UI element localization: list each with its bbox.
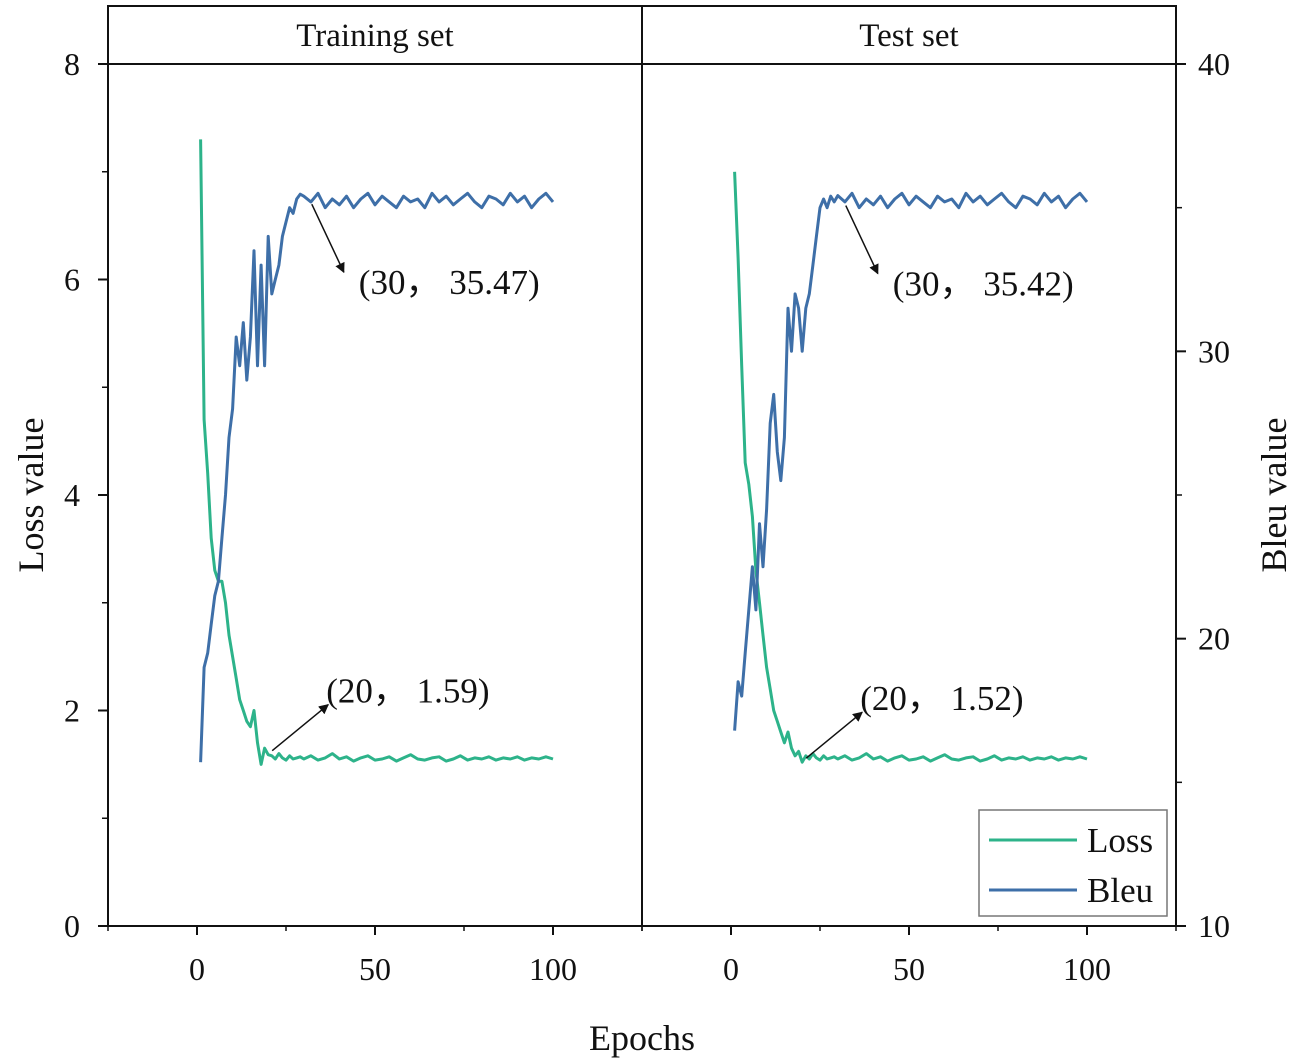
x-tick-label: 50 [893, 951, 925, 987]
right-y-tick-label: 10 [1198, 908, 1230, 944]
right-y-axis-title: Bleu value [1254, 418, 1294, 573]
left-y-tick-label: 0 [64, 908, 80, 944]
annotation-arrow [845, 205, 879, 275]
loss-series-line [199, 139, 554, 766]
panel-title: Training set [296, 18, 453, 54]
annotation-label: (20， 1.59) [326, 672, 489, 711]
right-y-tick-label: 30 [1198, 333, 1230, 369]
legend-label-bleu: Bleu [1087, 871, 1153, 910]
x-tick-label: 50 [359, 951, 391, 987]
panel-title: Test set [859, 18, 958, 54]
x-tick-label: 100 [529, 951, 577, 987]
panels-layer: Training set(30， 35.47)(20， 1.59)0 50 100T… [107, 5, 1177, 987]
right-y-tick-label: 40 [1198, 46, 1230, 82]
annotation-label: (30， 35.42) [893, 265, 1074, 304]
x-tick-label: 100 [1063, 951, 1111, 987]
annotation-arrow [805, 711, 863, 759]
legend: Loss Bleu [978, 809, 1168, 917]
annotation-arrow [311, 203, 345, 274]
left-y-tick-label: 2 [64, 693, 80, 729]
legend-label-loss: Loss [1087, 821, 1153, 860]
x-axis-title: Epochs [589, 1018, 695, 1058]
annotation-label: (20， 1.52) [860, 679, 1023, 718]
legend-box [978, 809, 1168, 917]
right-y-tick-label: 20 [1198, 621, 1230, 657]
axes-layer: 0 2 4 6 8 10 20 30 40 Loss value Bleu value Epochs [11, 6, 1294, 1058]
loss-series-line [733, 171, 1088, 764]
annotation-arrow [271, 704, 329, 752]
left-y-tick-label: 8 [64, 46, 80, 82]
bleu-series-line [199, 191, 555, 763]
left-y-tick-label: 6 [64, 262, 80, 298]
panel-training: Training set (30， 35.47) (20， 1.59) 0 50 100 [107, 5, 643, 987]
x-tick-label: 0 [189, 951, 205, 987]
left-y-axis-title: Loss value [11, 418, 51, 573]
panel-test: Test set (30， 35.42) (20， 1.52) 0 50 100 [641, 5, 1177, 987]
annotation-label: (30， 35.47) [359, 263, 540, 302]
x-tick-label: 0 [723, 951, 739, 987]
left-y-tick-label: 4 [64, 477, 80, 513]
bleu-series-line [733, 191, 1089, 731]
panel-title-box [107, 5, 643, 65]
